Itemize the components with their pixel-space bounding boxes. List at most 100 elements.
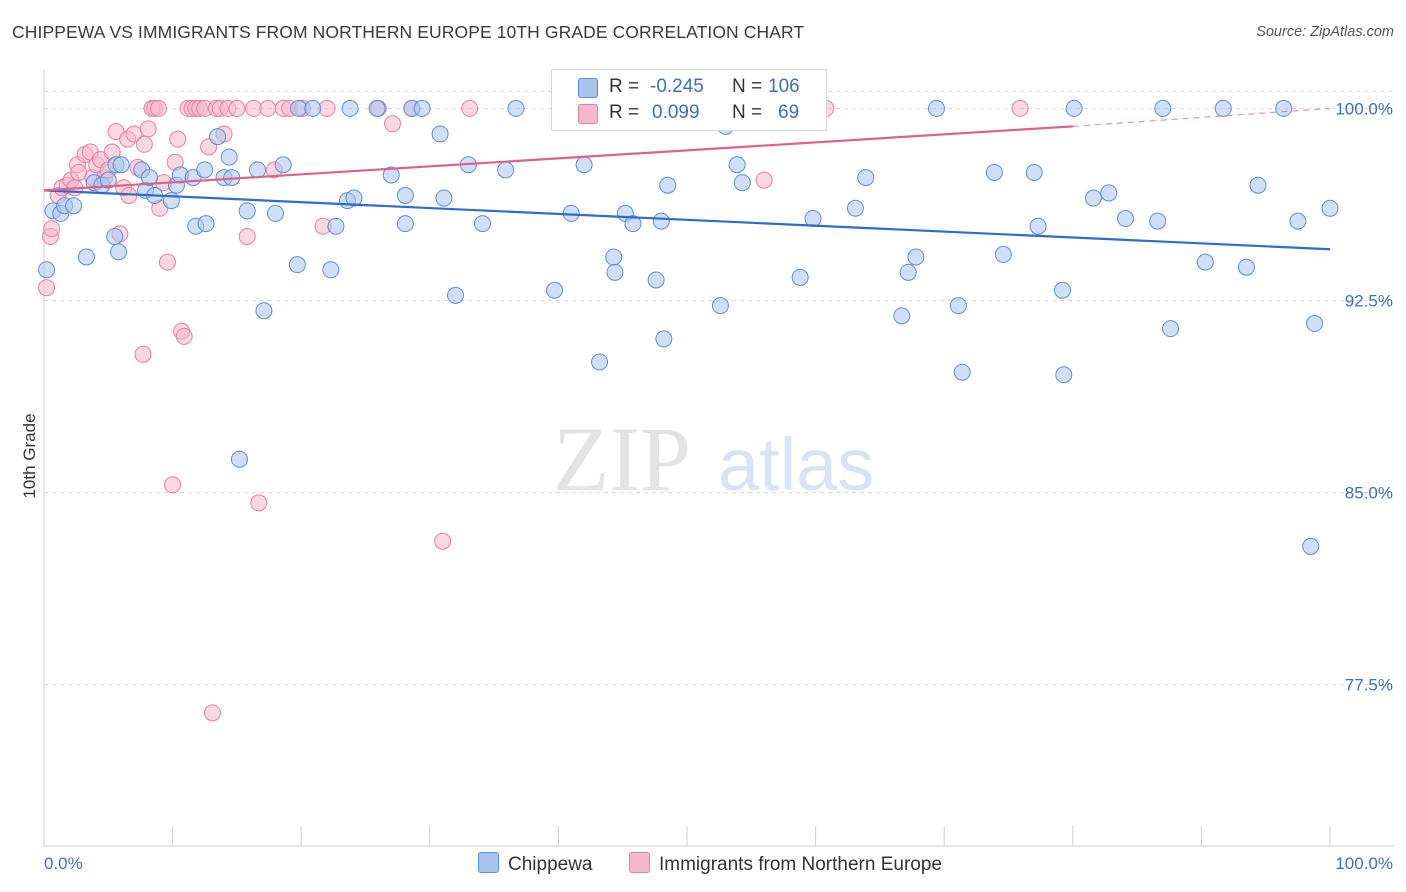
pink-point (434, 532, 452, 550)
pink-point (250, 494, 268, 512)
legend-r-value: -0.245 (650, 76, 704, 97)
blue-point (1196, 253, 1214, 271)
blue-point (345, 189, 363, 207)
blue-point (368, 99, 386, 117)
blue-point (99, 171, 117, 189)
blue-point (1025, 163, 1043, 181)
legend-n-label: N = (732, 76, 763, 97)
blue-point (1275, 99, 1293, 117)
blue-point (304, 99, 322, 117)
blue-point (140, 169, 158, 187)
blue-point (1154, 99, 1172, 117)
immigrants-trend-extension (1072, 107, 1331, 127)
pink-point (175, 327, 193, 345)
blue-point (1100, 184, 1118, 202)
blue-point (652, 212, 670, 230)
pink-point (135, 135, 153, 153)
blue-point (435, 189, 453, 207)
blue-point (112, 156, 130, 174)
blue-point (288, 256, 306, 274)
blue-point (209, 128, 227, 146)
blue-point (1249, 176, 1267, 194)
blue-point (711, 297, 729, 315)
legend-n-value: 106 (768, 76, 800, 97)
y-tick-label: 100.0% (1335, 99, 1393, 118)
pink-point (70, 163, 88, 181)
blue-point (893, 307, 911, 325)
blue-point (659, 176, 677, 194)
source-label: Source: ZipAtlas.com (1256, 24, 1394, 40)
blue-point (474, 215, 492, 233)
blue-point (197, 215, 215, 233)
pink-point (1011, 99, 1029, 117)
pink-point (259, 99, 277, 117)
blue-point (846, 199, 864, 217)
blue-point (591, 353, 609, 371)
blue-point (1162, 320, 1180, 338)
blue-point (110, 243, 128, 261)
grid-lines (44, 90, 1394, 686)
pink-point (158, 253, 176, 271)
blue-point (546, 281, 564, 299)
pink-point (755, 171, 773, 189)
bottom-legend-immigrants: Immigrants from Northern Europe (629, 852, 942, 876)
pink-point (164, 476, 182, 494)
blue-point (647, 271, 665, 289)
blue-series-points (38, 99, 1339, 555)
blue-point (1237, 258, 1255, 276)
trend-lines (43, 107, 1331, 251)
blue-point (238, 202, 256, 220)
blue-point (605, 248, 623, 266)
blue-point (447, 286, 465, 304)
y-tick-label: 77.5% (1345, 676, 1393, 695)
blue-point (655, 330, 673, 348)
blue-point (248, 161, 266, 179)
pink-point (203, 704, 221, 722)
blue-point (985, 163, 1003, 181)
pink-point (318, 99, 336, 117)
y-tick-label: 92.5% (1345, 291, 1393, 310)
legend-swatch-blue (578, 78, 598, 98)
blue-point (413, 99, 431, 117)
bottom-legend-label: Immigrants from Northern Europe (659, 854, 942, 875)
legend-r-label: R = (609, 76, 640, 97)
legend-n-label: N = (732, 102, 763, 123)
blue-point (733, 174, 751, 192)
pink-point (134, 345, 152, 363)
blue-point (1065, 99, 1083, 117)
bottom-legend-swatch-pink (629, 852, 650, 873)
legend-swatch-pink (578, 104, 598, 124)
blue-point (396, 186, 414, 204)
blue-point (606, 263, 624, 281)
blue-point (431, 125, 449, 143)
watermark-atlas: atlas (718, 423, 874, 506)
blue-point (791, 268, 809, 286)
blue-point (1117, 210, 1135, 228)
blue-point (1289, 212, 1307, 230)
chart-title: CHIPPEWA VS IMMIGRANTS FROM NORTHERN EUR… (12, 22, 805, 42)
blue-point (927, 99, 945, 117)
blue-point (1302, 537, 1320, 555)
blue-point (327, 217, 345, 235)
blue-point (1214, 99, 1232, 117)
blue-point (266, 204, 284, 222)
blue-point (994, 245, 1012, 263)
blue-point (1029, 217, 1047, 235)
pink-series-points (38, 99, 1029, 722)
blue-point (196, 161, 214, 179)
pink-point (228, 99, 246, 117)
bottom-legend-chippewa: Chippewa (478, 852, 593, 876)
pink-point (245, 99, 263, 117)
blue-point (1055, 366, 1073, 384)
x-tick-label: 0.0% (44, 854, 83, 873)
watermark: ZIP atlas (553, 408, 874, 510)
blue-point (728, 156, 746, 174)
blue-point (220, 148, 238, 166)
blue-point (1306, 315, 1324, 333)
y-tick-label: 85.0% (1345, 484, 1393, 503)
immigrants-trend-line (43, 125, 1073, 192)
blue-point (1054, 281, 1072, 299)
axes (43, 70, 1394, 847)
pink-point (238, 227, 256, 245)
